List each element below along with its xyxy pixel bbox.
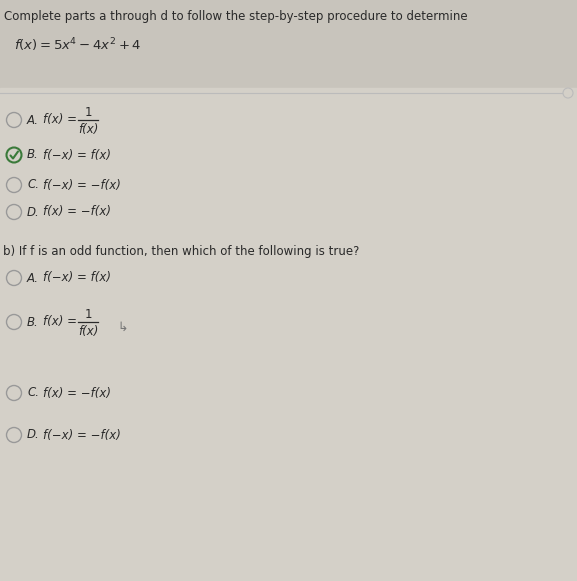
Circle shape [6,271,21,285]
Text: f(−x) = −f(x): f(−x) = −f(x) [43,178,121,192]
Text: D.: D. [27,429,40,442]
Text: f(x): f(x) [78,325,98,338]
Text: C.: C. [27,386,39,400]
Text: ↳: ↳ [117,321,128,333]
Text: f(−x) = f(x): f(−x) = f(x) [43,271,111,285]
Text: $f(x) = 5x^4 - 4x^2 + 4$: $f(x) = 5x^4 - 4x^2 + 4$ [14,36,141,53]
Circle shape [6,314,21,329]
Bar [0,0,577,88]
Text: f(x) =: f(x) = [43,315,81,328]
Text: D.: D. [27,206,40,218]
Text: B.: B. [27,149,39,162]
Text: A.: A. [27,113,39,127]
Text: A.: A. [27,271,39,285]
Text: B.: B. [27,315,39,328]
Text: f(x) =: f(x) = [43,113,81,127]
Bar [0,88,577,581]
Circle shape [6,386,21,400]
Text: f(−x) = −f(x): f(−x) = −f(x) [43,429,121,442]
Text: 1: 1 [84,309,92,321]
Text: Complete parts a through d to follow the step-by-step procedure to determine: Complete parts a through d to follow the… [4,10,467,23]
Circle shape [6,428,21,443]
Text: f(x) = −f(x): f(x) = −f(x) [43,386,111,400]
Text: f(x) = −f(x): f(x) = −f(x) [43,206,111,218]
Circle shape [6,113,21,127]
Circle shape [6,205,21,220]
Circle shape [6,178,21,192]
Circle shape [563,88,573,98]
Text: f(−x) = f(x): f(−x) = f(x) [43,149,111,162]
Text: b) If f is an odd function, then which of the following is true?: b) If f is an odd function, then which o… [3,245,359,258]
Text: f(x): f(x) [78,123,98,135]
Text: 1: 1 [84,106,92,120]
Text: C.: C. [27,178,39,192]
Circle shape [6,148,21,163]
